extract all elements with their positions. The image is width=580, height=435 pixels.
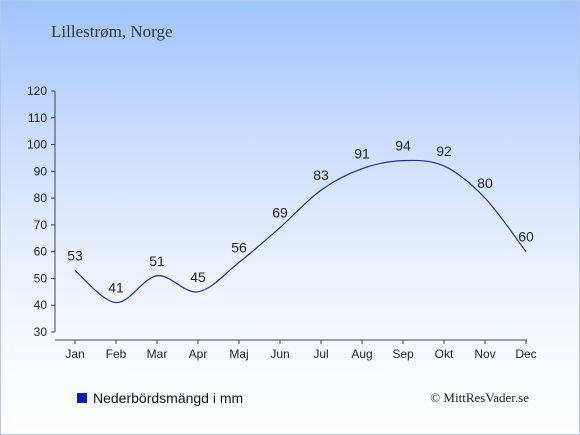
copyright-text: © MittResVader.se (430, 390, 529, 405)
chart-title: Lillestrøm, Norge (51, 22, 173, 41)
data-label: 60 (518, 229, 534, 245)
y-tick-label: 30 (34, 325, 48, 339)
data-label: 94 (395, 138, 411, 154)
data-label: 80 (477, 175, 493, 191)
axes: 30 40 50 60 70 80 90 100 110 120 Jan Feb Mar Apr Maj Ju… (27, 84, 537, 361)
legend-swatch (77, 393, 87, 403)
data-label: 45 (190, 269, 206, 285)
x-tick-label: Jun (270, 347, 289, 361)
x-tick-label: Mar (147, 347, 168, 361)
x-tick-label: Sep (392, 347, 414, 361)
y-tick-label: 60 (34, 245, 48, 259)
x-tick-label: Maj (229, 347, 248, 361)
y-tick-label: 90 (34, 164, 48, 178)
legend: Nederbördsmängd i mm (77, 390, 243, 406)
data-labels: 53 41 51 45 56 69 83 91 94 92 80 60 (67, 138, 534, 296)
data-label: 41 (108, 280, 124, 296)
y-tick-label: 50 (34, 271, 48, 285)
data-label: 69 (272, 205, 288, 221)
x-tick-label: Okt (435, 347, 454, 361)
series-layer (74, 159, 527, 304)
y-tick-label: 70 (34, 218, 48, 232)
x-tick-label: Aug (351, 347, 372, 361)
x-tick-label: Feb (106, 347, 127, 361)
x-tick-label: Apr (189, 347, 208, 361)
legend-label: Nederbördsmängd i mm (93, 390, 244, 406)
data-label: 83 (313, 167, 329, 183)
series-line (74, 159, 527, 304)
x-tick-label: Jan (65, 347, 84, 361)
data-label: 56 (231, 239, 247, 255)
data-label: 53 (67, 247, 83, 263)
y-tick-label: 80 (34, 191, 48, 205)
data-label: 51 (149, 253, 165, 269)
x-tick-label: Jul (313, 347, 328, 361)
y-tick-label: 100 (27, 138, 47, 152)
data-label: 92 (436, 143, 452, 159)
data-label: 91 (354, 146, 370, 162)
x-tick-label: Nov (474, 347, 495, 361)
y-tick-label: 110 (28, 111, 47, 125)
x-tick-label: Dec (515, 347, 536, 361)
y-tick-label: 40 (34, 298, 48, 312)
y-tick-label: 120 (27, 84, 47, 98)
